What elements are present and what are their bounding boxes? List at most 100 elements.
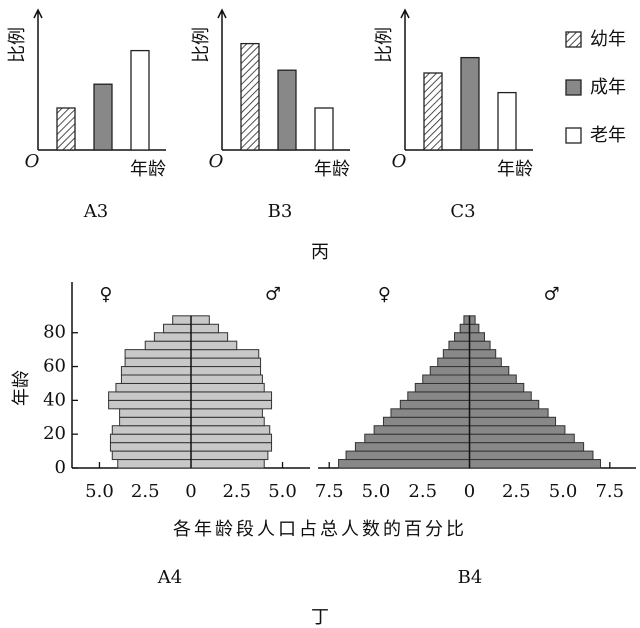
x-axis-label: 年龄 bbox=[314, 159, 350, 180]
bar bbox=[190, 332, 229, 342]
bar bbox=[469, 357, 502, 368]
bar bbox=[124, 357, 192, 368]
bar bbox=[119, 408, 192, 418]
bar bbox=[354, 442, 471, 452]
bar bbox=[190, 425, 271, 435]
bar bbox=[373, 425, 471, 435]
bar bbox=[422, 374, 471, 384]
bar bbox=[469, 315, 476, 325]
bar bbox=[469, 450, 594, 461]
x-tick-label: 2.5 bbox=[408, 481, 437, 502]
legend-swatch bbox=[565, 31, 582, 48]
caption: 丙 bbox=[311, 242, 329, 263]
bar bbox=[120, 374, 192, 384]
bar bbox=[190, 323, 219, 334]
legend-label: ♀ bbox=[99, 284, 112, 305]
bar bbox=[190, 349, 260, 359]
chart-title: A3 bbox=[83, 201, 108, 222]
chart-title: A4 bbox=[157, 567, 182, 588]
x-axis-label: 各年龄段人口占总人数的百分比 bbox=[173, 519, 467, 540]
origin-label: O bbox=[25, 151, 40, 172]
bar bbox=[240, 42, 260, 151]
legend-swatch bbox=[565, 127, 582, 144]
bar bbox=[277, 69, 297, 151]
bar bbox=[442, 349, 471, 359]
chart-title: C3 bbox=[450, 201, 475, 222]
bar bbox=[190, 374, 263, 384]
x-tick-label: 5.0 bbox=[85, 481, 114, 502]
bar bbox=[108, 391, 192, 401]
bar bbox=[190, 408, 263, 418]
y-tick-label: 80 bbox=[43, 322, 66, 343]
bar bbox=[111, 425, 192, 435]
bar bbox=[437, 357, 471, 368]
y-tick-label: 60 bbox=[43, 356, 66, 377]
bar bbox=[163, 323, 192, 334]
y-axis-label: 年龄 bbox=[11, 370, 32, 406]
bar bbox=[469, 425, 566, 435]
x-tick-label: 2.5 bbox=[222, 481, 251, 502]
chart-title: B4 bbox=[458, 567, 483, 588]
x-tick-label: 5.0 bbox=[549, 481, 578, 502]
bar bbox=[190, 433, 273, 444]
bar bbox=[469, 408, 549, 418]
x-tick-label: 7.5 bbox=[315, 481, 344, 502]
chart-title: B3 bbox=[268, 201, 293, 222]
bar bbox=[407, 391, 471, 401]
legend-swatch bbox=[565, 79, 582, 96]
x-tick-label: 0 bbox=[185, 481, 196, 502]
x-tick-label: 2.5 bbox=[131, 481, 160, 502]
y-axis-label: 比例 bbox=[7, 27, 28, 63]
bar bbox=[117, 459, 192, 469]
legend-label: ♂ bbox=[543, 284, 559, 305]
bar bbox=[153, 332, 192, 342]
bar bbox=[345, 450, 471, 461]
bar bbox=[459, 323, 471, 334]
y-axis-label: 比例 bbox=[374, 27, 395, 63]
bar bbox=[364, 433, 471, 444]
bar bbox=[190, 442, 273, 452]
bar bbox=[172, 315, 192, 325]
origin-label: O bbox=[209, 151, 224, 172]
bar bbox=[190, 416, 265, 427]
bar bbox=[469, 374, 517, 384]
bar bbox=[497, 91, 517, 151]
bar bbox=[469, 399, 540, 410]
bar bbox=[314, 107, 334, 151]
bar bbox=[108, 399, 192, 410]
bar bbox=[469, 340, 491, 351]
bar bbox=[460, 56, 480, 151]
bar bbox=[382, 416, 471, 427]
bar bbox=[190, 391, 273, 401]
bar bbox=[448, 340, 471, 351]
y-tick-label: 20 bbox=[43, 423, 66, 444]
x-tick-label: 5.0 bbox=[362, 481, 391, 502]
origin-label: O bbox=[392, 151, 407, 172]
bar bbox=[144, 340, 192, 351]
bar bbox=[190, 366, 262, 376]
bar bbox=[423, 72, 443, 151]
bar bbox=[338, 459, 471, 469]
bar bbox=[399, 399, 471, 410]
x-tick-label: 7.5 bbox=[595, 481, 624, 502]
legend-label: 成年 bbox=[590, 77, 626, 98]
bar bbox=[115, 382, 192, 393]
bar bbox=[463, 315, 471, 325]
bar bbox=[119, 416, 192, 427]
bar bbox=[469, 382, 525, 393]
bar bbox=[109, 442, 192, 452]
bar bbox=[109, 433, 192, 444]
x-tick-label: 5.0 bbox=[268, 481, 297, 502]
x-axis-label: 年龄 bbox=[497, 159, 533, 180]
bar bbox=[469, 433, 575, 444]
bar bbox=[190, 340, 238, 351]
y-tick-label: 40 bbox=[43, 389, 66, 410]
x-tick-label: 2.5 bbox=[502, 481, 531, 502]
bar bbox=[469, 323, 480, 334]
legend-label: 老年 bbox=[590, 125, 626, 146]
bar bbox=[93, 83, 113, 151]
bar bbox=[56, 107, 76, 151]
bar bbox=[469, 349, 497, 359]
bar bbox=[414, 382, 471, 393]
